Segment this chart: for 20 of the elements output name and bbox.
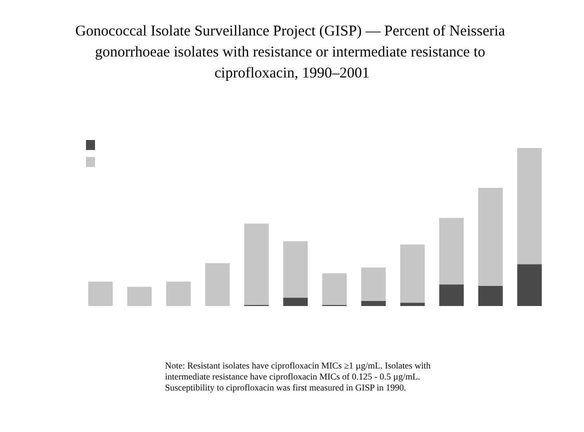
bar <box>166 282 191 306</box>
bar <box>283 241 308 298</box>
bar <box>439 218 464 284</box>
bar <box>478 188 503 286</box>
bar <box>322 273 347 306</box>
bar <box>517 264 542 306</box>
bar <box>400 244 425 303</box>
bar <box>283 298 308 306</box>
bar <box>478 286 503 306</box>
bar <box>88 282 113 306</box>
bar <box>127 286 152 306</box>
bar <box>361 300 386 306</box>
bar <box>400 302 425 306</box>
chart-title: Gonococcal Isolate Surveillance Project (GISP) — Percent of Neisseria gonorrhoeae isolates with resistance or intermediate resistance to ciprofloxacin, 1990–2001 <box>75 24 509 82</box>
bar <box>244 224 269 306</box>
bar <box>439 284 464 306</box>
bar <box>361 267 386 301</box>
bar <box>205 263 230 306</box>
text: Note: Resistant isolates have ciprofloxacin MICs ≥1 µg/mL. Isolates with intermediate resistance have ciprofloxacin MICs of 0.125 - 0.5 µg/mL. Susceptibility to ciprofloxacin was first measured in GISP in 1990. <box>165 360 433 392</box>
bar <box>517 148 542 264</box>
